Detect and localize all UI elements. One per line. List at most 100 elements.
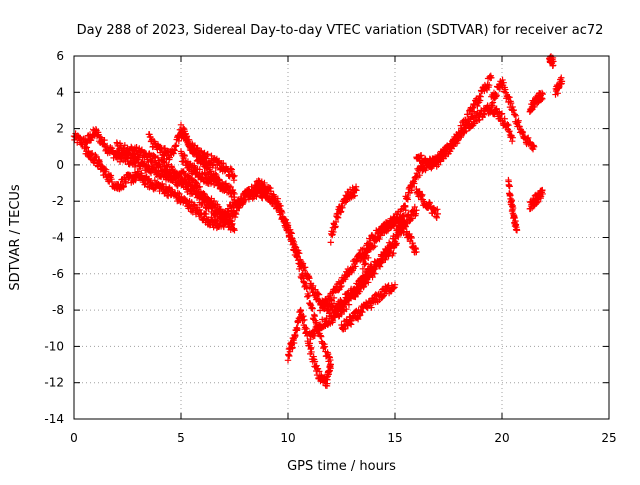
data-point	[365, 254, 372, 262]
data-point	[339, 204, 346, 211]
data-point	[489, 99, 497, 106]
x-tick-label: 10	[280, 431, 295, 445]
data-point	[337, 208, 345, 215]
data-point	[306, 275, 313, 282]
data-point	[509, 204, 517, 212]
data-point	[141, 181, 148, 188]
data-point	[515, 117, 522, 124]
y-tick-label: -10	[44, 339, 64, 353]
data-point	[305, 292, 313, 299]
data-point	[511, 111, 519, 118]
data-point	[332, 218, 340, 226]
chart-title: Day 288 of 2023, Sidereal Day-to-day VTE…	[77, 23, 604, 38]
data-point	[83, 144, 91, 151]
data-point	[135, 153, 142, 160]
data-point	[314, 290, 322, 297]
data-point	[217, 206, 224, 213]
data-point	[177, 121, 185, 129]
data-point	[400, 212, 408, 219]
data-point	[362, 260, 369, 267]
data-point	[327, 361, 334, 368]
data-point	[558, 78, 566, 85]
x-tick-label: 20	[494, 431, 509, 445]
data-point	[309, 305, 316, 312]
data-point	[513, 227, 521, 234]
data-point	[316, 368, 323, 375]
data-point	[228, 166, 236, 173]
data-point	[160, 158, 167, 165]
data-point	[380, 221, 387, 229]
data-point	[422, 156, 429, 163]
x-tick-label: 15	[387, 431, 402, 445]
y-tick-label: 0	[56, 158, 64, 172]
data-point	[539, 90, 546, 98]
data-point	[205, 171, 212, 179]
data-point	[352, 293, 359, 301]
data-point	[390, 250, 397, 257]
data-point	[550, 58, 557, 65]
data-point	[313, 362, 320, 369]
data-point	[345, 301, 353, 308]
axis-ticks: 0 5 10 15 20 25 -14 -12 -10 -8 -6 -4 -2 0 2 4 6	[44, 49, 616, 445]
data-point	[103, 142, 111, 150]
data-point	[327, 239, 334, 246]
y-tick-label: 2	[56, 122, 64, 136]
x-tick-label: 25	[601, 431, 616, 445]
data-point	[330, 294, 338, 302]
data-point	[525, 134, 532, 142]
data-point	[477, 93, 484, 100]
data-point	[512, 112, 520, 120]
y-tick-label: -14	[44, 412, 64, 426]
data-point	[402, 207, 409, 214]
data-point	[485, 82, 493, 89]
data-point	[284, 357, 292, 364]
data-point	[391, 281, 399, 288]
data-point	[93, 153, 100, 160]
data-point	[292, 332, 299, 340]
data-point	[290, 339, 298, 347]
data-point	[539, 190, 546, 198]
data-point	[291, 244, 298, 251]
data-point	[101, 136, 108, 144]
data-point	[212, 170, 219, 177]
data-point	[289, 237, 297, 244]
data-point	[507, 99, 515, 107]
data-point	[309, 282, 317, 290]
y-tick-label: -8	[52, 303, 64, 317]
y-tick-label: 6	[56, 49, 64, 63]
data-point	[306, 340, 314, 347]
data-point	[216, 176, 223, 184]
y-tick-label: -12	[44, 376, 64, 390]
data-point	[334, 214, 342, 221]
data-point	[461, 124, 468, 131]
data-point	[151, 177, 158, 184]
data-point	[120, 183, 127, 190]
data-point	[321, 305, 328, 313]
x-tick-label: 5	[177, 431, 185, 445]
data-point	[488, 74, 495, 81]
data-point	[434, 210, 441, 218]
data-point	[312, 286, 319, 293]
data-point	[121, 142, 129, 149]
data-point	[505, 182, 513, 189]
data-point	[330, 228, 337, 236]
data-point	[286, 352, 293, 360]
data-point	[231, 227, 238, 234]
data-point	[369, 273, 376, 281]
data-point	[179, 124, 187, 132]
data-point	[223, 213, 231, 220]
data-point	[311, 358, 319, 365]
data-point	[384, 227, 392, 234]
data-point	[338, 282, 345, 290]
data-point	[408, 234, 415, 242]
data-point	[506, 94, 513, 101]
data-point	[470, 108, 478, 115]
data-point	[196, 183, 203, 190]
y-tick-label: 4	[56, 85, 64, 99]
data-point	[198, 147, 205, 155]
data-point	[371, 242, 378, 250]
data-point	[411, 180, 418, 187]
data-point	[496, 85, 504, 93]
